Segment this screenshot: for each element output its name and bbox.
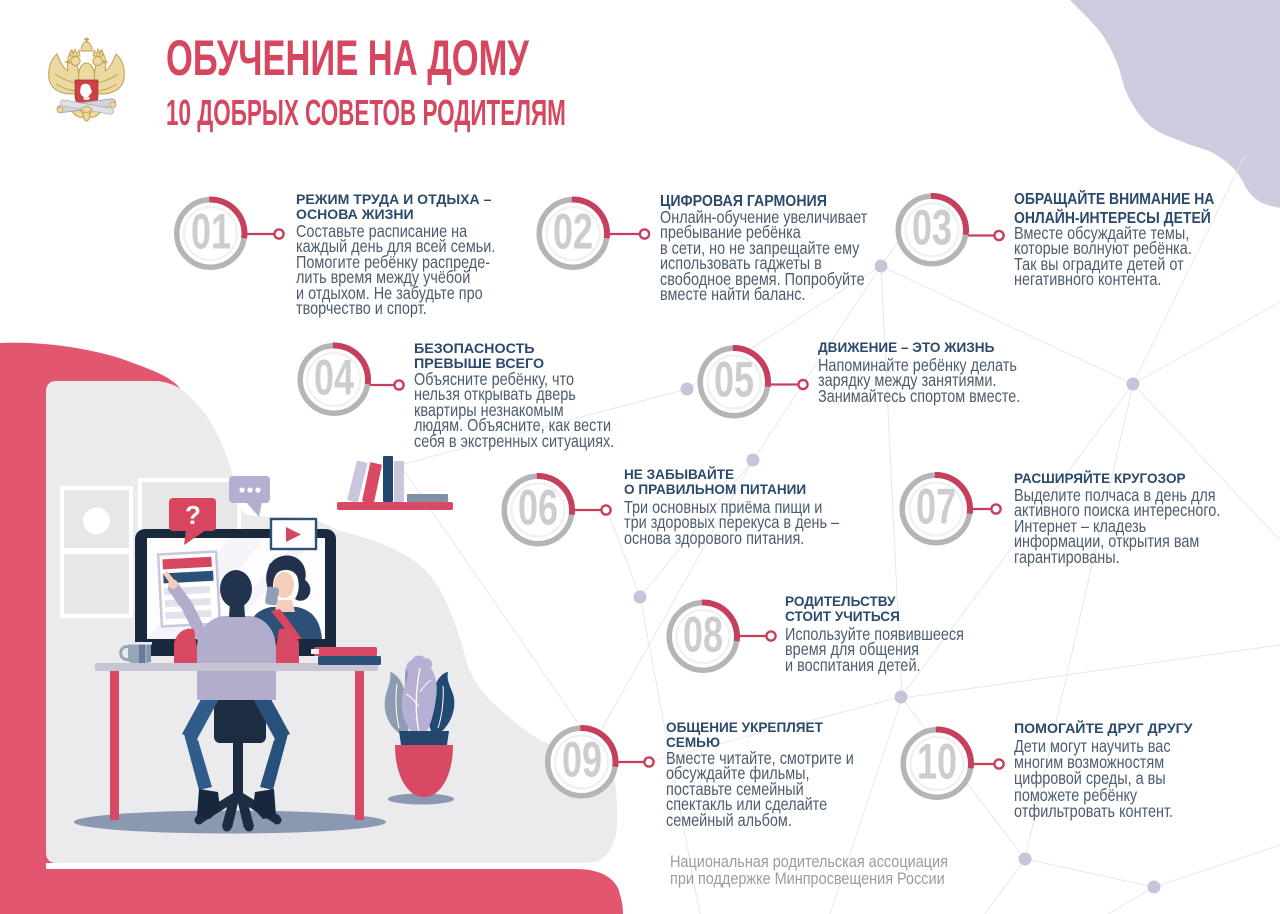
svg-text:?: ?: [185, 500, 201, 530]
